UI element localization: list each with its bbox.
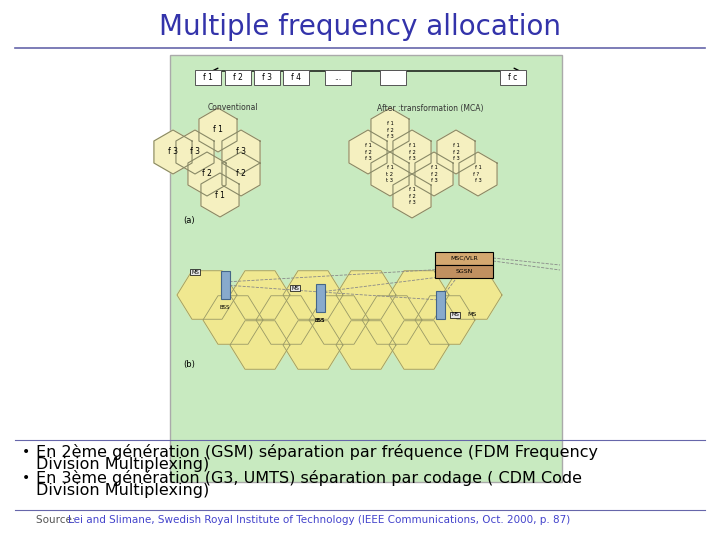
- Text: f 1
f 2
f 3: f 1 f 2 f 3: [387, 122, 393, 139]
- Polygon shape: [437, 130, 475, 174]
- Text: 355: 355: [315, 318, 325, 323]
- Polygon shape: [201, 173, 239, 217]
- Text: f 4: f 4: [291, 73, 301, 82]
- Polygon shape: [459, 152, 497, 196]
- Text: MS: MS: [191, 269, 199, 274]
- Polygon shape: [222, 152, 260, 196]
- Text: Lei and Slimane, Swedish Royal Institute of Technology (IEEE Communications, Oct: Lei and Slimane, Swedish Royal Institute…: [68, 515, 570, 525]
- Text: f 3: f 3: [190, 147, 200, 157]
- Bar: [283, 70, 309, 85]
- Text: f 1: f 1: [213, 125, 223, 134]
- Text: f 3: f 3: [262, 73, 272, 82]
- Polygon shape: [188, 152, 226, 196]
- Text: f 1
t 2
t 3: f 1 t 2 t 3: [387, 165, 394, 183]
- Text: BSS: BSS: [220, 305, 230, 310]
- Bar: [380, 70, 406, 85]
- Text: f 1: f 1: [215, 191, 225, 199]
- Bar: [315, 284, 325, 312]
- Text: BSS: BSS: [315, 318, 325, 323]
- Polygon shape: [154, 130, 192, 174]
- Polygon shape: [362, 296, 422, 344]
- Polygon shape: [336, 271, 396, 319]
- Polygon shape: [389, 271, 449, 319]
- Text: (a): (a): [183, 215, 194, 225]
- Polygon shape: [309, 296, 369, 344]
- Bar: [170, 55, 562, 482]
- Text: f 1
f 2
f 3: f 1 f 2 f 3: [364, 143, 372, 161]
- Bar: [435, 252, 493, 265]
- Text: En 2ème génération (GSM) séparation par fréquence (FDM Frequency: En 2ème génération (GSM) séparation par …: [36, 444, 598, 460]
- Text: MS: MS: [467, 313, 476, 318]
- Text: Division Multiplexing): Division Multiplexing): [36, 456, 210, 471]
- Polygon shape: [393, 174, 431, 218]
- Text: Source:: Source:: [36, 515, 78, 525]
- Polygon shape: [283, 271, 343, 319]
- Bar: [225, 70, 251, 85]
- Text: •: •: [22, 471, 30, 485]
- Text: f 1
f 2
f 3: f 1 f 2 f 3: [408, 187, 415, 205]
- Text: f 1
f 2
f 3: f 1 f 2 f 3: [431, 165, 438, 183]
- Bar: [436, 291, 444, 319]
- Text: f 1
f 2
f 3: f 1 f 2 f 3: [408, 143, 415, 161]
- Polygon shape: [389, 321, 449, 369]
- Polygon shape: [230, 321, 290, 369]
- Text: f 1: f 1: [203, 73, 213, 82]
- Text: f 2: f 2: [202, 170, 212, 179]
- Polygon shape: [199, 108, 237, 152]
- Polygon shape: [393, 130, 431, 174]
- Bar: [435, 265, 493, 278]
- Polygon shape: [230, 271, 290, 319]
- Polygon shape: [415, 296, 475, 344]
- Polygon shape: [256, 296, 316, 344]
- Text: Conventional: Conventional: [207, 104, 258, 112]
- Polygon shape: [442, 271, 502, 319]
- Text: f 1
f ?  
f 3: f 1 f ? f 3: [473, 165, 482, 183]
- Polygon shape: [283, 321, 343, 369]
- Bar: [325, 70, 351, 85]
- Text: MS: MS: [291, 286, 299, 291]
- Text: (b): (b): [183, 361, 195, 369]
- Text: Multiple frequency allocation: Multiple frequency allocation: [159, 13, 561, 41]
- Bar: [254, 70, 280, 85]
- Text: f c: f c: [508, 73, 518, 82]
- Text: MSC/VLR: MSC/VLR: [450, 256, 478, 261]
- Text: MS: MS: [451, 313, 459, 318]
- Text: f 3: f 3: [236, 147, 246, 157]
- Bar: [500, 70, 526, 85]
- Text: After :transformation (MCA): After :transformation (MCA): [377, 104, 483, 112]
- Polygon shape: [177, 271, 237, 319]
- Polygon shape: [415, 152, 453, 196]
- Polygon shape: [371, 108, 409, 152]
- Polygon shape: [203, 296, 263, 344]
- Text: f 3: f 3: [168, 147, 178, 157]
- Text: Division Multiplexing): Division Multiplexing): [36, 483, 210, 497]
- Text: En 3ème génération (G3, UMTS) séparation par codage ( CDM Code: En 3ème génération (G3, UMTS) séparation…: [36, 470, 582, 486]
- Polygon shape: [222, 130, 260, 174]
- Polygon shape: [336, 321, 396, 369]
- Bar: [195, 70, 221, 85]
- Text: •: •: [22, 445, 30, 459]
- Text: f 2: f 2: [236, 170, 246, 179]
- Polygon shape: [349, 130, 387, 174]
- Text: f 1
f 2
f 3: f 1 f 2 f 3: [453, 143, 459, 161]
- Polygon shape: [371, 152, 409, 196]
- Polygon shape: [176, 130, 214, 174]
- Text: SGSN: SGSN: [455, 269, 473, 274]
- Text: f 2: f 2: [233, 73, 243, 82]
- Text: ...: ...: [334, 73, 341, 82]
- Bar: [220, 271, 230, 299]
